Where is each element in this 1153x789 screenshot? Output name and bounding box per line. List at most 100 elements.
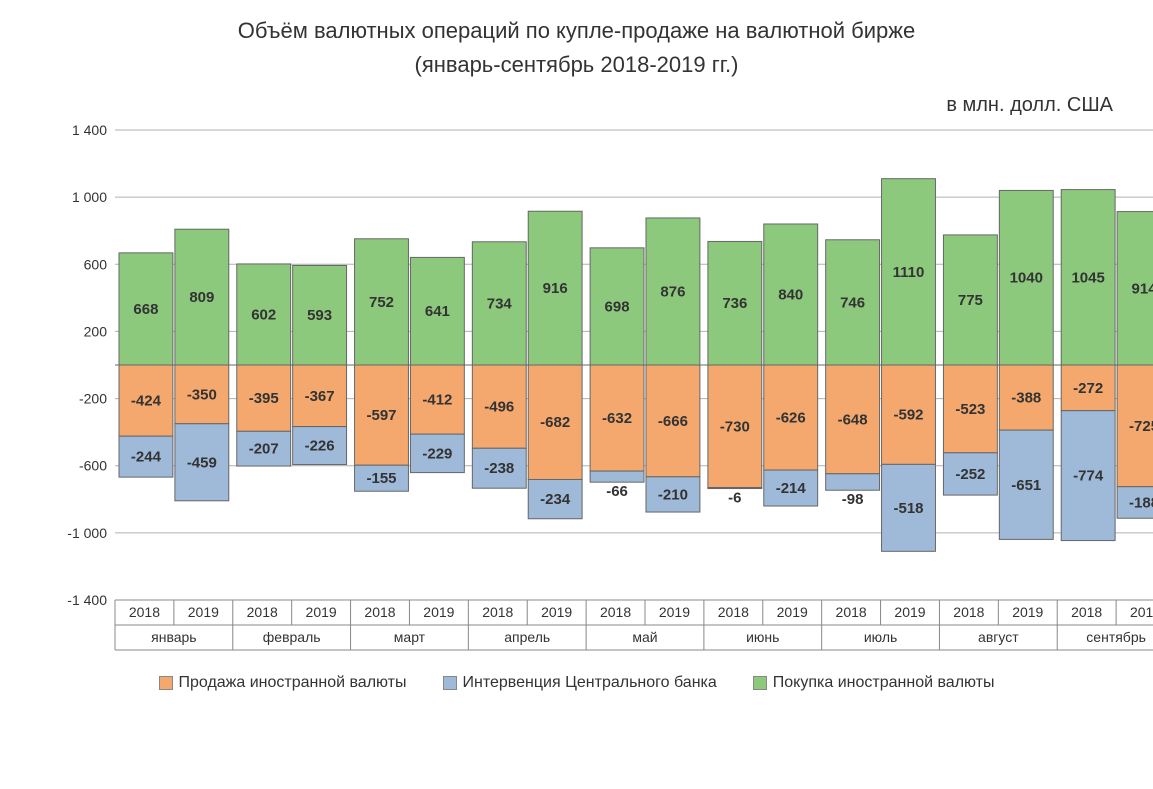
bar-label-intervention: -518 <box>893 500 923 517</box>
bar-label-sale: -682 <box>540 414 570 431</box>
bar-label-purchase: 1040 <box>1010 270 1043 287</box>
legend-label: Интервенция Центрального банка <box>463 674 717 691</box>
bar-label-sale: -412 <box>422 392 452 409</box>
legend-swatch <box>753 676 767 690</box>
axis-year-label: 2018 <box>129 604 160 620</box>
bar-label-purchase: 914 <box>1132 280 1153 297</box>
axis-year-label: 2019 <box>777 604 808 620</box>
bar-label-purchase: 1110 <box>893 264 925 281</box>
bar-label-sale: -597 <box>366 407 396 424</box>
bar-label-intervention: -6 <box>728 490 741 507</box>
bar-label-purchase: 668 <box>133 301 158 318</box>
bar-label-sale: -395 <box>249 390 279 407</box>
legend-label: Покупка иностранной валюты <box>773 674 995 691</box>
axis-month-label: март <box>394 629 426 645</box>
bar-label-purchase: 602 <box>251 306 276 323</box>
bar-label-sale: -666 <box>658 413 688 430</box>
axis-year-label: 2019 <box>541 604 572 620</box>
bar-label-purchase: 746 <box>840 294 865 311</box>
axis-year-label: 2018 <box>482 604 513 620</box>
bar-label-intervention: -188 <box>1129 494 1153 511</box>
bar-label-sale: -730 <box>720 418 750 435</box>
bar-label-sale: -523 <box>955 401 985 418</box>
bar-label-purchase: 752 <box>369 294 394 311</box>
bar-label-sale: -424 <box>131 393 162 410</box>
chart-title-line2: (январь-сентябрь 2018-2019 гг.) <box>0 52 1153 78</box>
bar-label-purchase: 876 <box>660 283 685 300</box>
axis-month-label: февраль <box>263 629 321 645</box>
bar-label-intervention: -66 <box>606 483 628 500</box>
chart-title-block: Объём валютных операций по купле-продаже… <box>0 0 1153 78</box>
bar-label-sale: -272 <box>1073 380 1103 397</box>
axis-year-label: 2019 <box>1012 604 1043 620</box>
bar-label-intervention: -226 <box>305 438 335 455</box>
axis-year-label: 2018 <box>600 604 631 620</box>
bar-intervention <box>826 474 880 490</box>
bar-label-purchase: 734 <box>487 295 513 312</box>
bar-label-purchase: 736 <box>722 295 747 312</box>
bar-label-sale: -350 <box>187 386 217 403</box>
svg-text:1 400: 1 400 <box>72 125 107 138</box>
bar-label-purchase: 809 <box>189 289 214 306</box>
axis-year-label: 2018 <box>718 604 749 620</box>
svg-text:600: 600 <box>84 256 108 272</box>
bar-label-sale: -725 <box>1129 418 1153 435</box>
svg-text:200: 200 <box>84 323 108 339</box>
bar-label-intervention: -207 <box>249 441 279 458</box>
axis-month-label: апрель <box>504 629 550 645</box>
bar-label-sale: -496 <box>484 399 514 416</box>
chart-title-line1: Объём валютных операций по купле-продаже… <box>0 18 1153 44</box>
svg-text:1 000: 1 000 <box>72 189 107 205</box>
bar-label-intervention: -651 <box>1011 477 1041 494</box>
bar-label-sale: -388 <box>1011 390 1041 407</box>
axis-month-label: январь <box>151 629 196 645</box>
bar-label-purchase: 1045 <box>1071 269 1104 286</box>
bar-label-intervention: -210 <box>658 486 688 503</box>
axis-year-label: 2019 <box>188 604 219 620</box>
chart-container: -1 400 -1 000 -600 -200 200 600 1 000 1 400 668 -… <box>60 125 1133 660</box>
bar-label-intervention: -155 <box>366 470 396 487</box>
axis-year-label: 2018 <box>1071 604 1102 620</box>
bar-label-sale: -367 <box>305 388 335 405</box>
bar-label-sale: -626 <box>776 410 806 427</box>
stacked-bar-chart: -1 400 -1 000 -600 -200 200 600 1 000 1 400 668 -… <box>60 125 1153 660</box>
legend-swatch <box>443 676 457 690</box>
bar-label-sale: -648 <box>838 411 868 428</box>
bar-label-sale: -592 <box>893 407 923 424</box>
legend-item-purchase: Покупка иностранной валюты <box>753 674 995 692</box>
axis-year-label: 2018 <box>953 604 984 620</box>
axis-year-label: 2019 <box>659 604 690 620</box>
svg-text:-1 000: -1 000 <box>67 525 107 541</box>
svg-text:-200: -200 <box>79 391 107 407</box>
bar-label-intervention: -252 <box>955 466 985 483</box>
axis-month-label: июнь <box>746 629 779 645</box>
axis-year-label: 2018 <box>247 604 278 620</box>
axis-year-label: 2019 <box>423 604 454 620</box>
axis-month-label: июль <box>864 629 897 645</box>
bar-intervention <box>590 471 644 482</box>
legend-item-sale: Продажа иностранной валюты <box>159 674 407 692</box>
bar-label-intervention: -774 <box>1073 468 1104 485</box>
bar-label-intervention: -214 <box>776 480 807 497</box>
legend-item-interv: Интервенция Центрального банка <box>443 674 717 692</box>
axis-month-label: май <box>632 629 657 645</box>
bar-label-intervention: -244 <box>131 449 162 466</box>
chart-legend: Продажа иностранной валюты Интервенция Це… <box>0 674 1153 692</box>
bar-label-intervention: -238 <box>484 460 514 477</box>
svg-text:-1 400: -1 400 <box>67 592 107 608</box>
bar-label-purchase: 698 <box>605 298 630 315</box>
legend-swatch <box>159 676 173 690</box>
bar-label-intervention: -234 <box>540 491 571 508</box>
bar-label-intervention: -459 <box>187 454 217 471</box>
svg-text:-600: -600 <box>79 458 107 474</box>
axis-year-label: 2019 <box>894 604 925 620</box>
axis-month-label: август <box>978 629 1019 645</box>
bar-label-intervention: -98 <box>842 491 864 508</box>
axis-year-label: 2019 <box>306 604 337 620</box>
axis-year-label: 2019 <box>1130 604 1153 620</box>
chart-unit-label: в млн. долл. США <box>0 94 1153 117</box>
bar-label-purchase: 840 <box>778 287 803 304</box>
bar-label-purchase: 641 <box>425 303 450 320</box>
bar-label-intervention: -229 <box>422 445 452 462</box>
bar-intervention <box>708 488 762 489</box>
